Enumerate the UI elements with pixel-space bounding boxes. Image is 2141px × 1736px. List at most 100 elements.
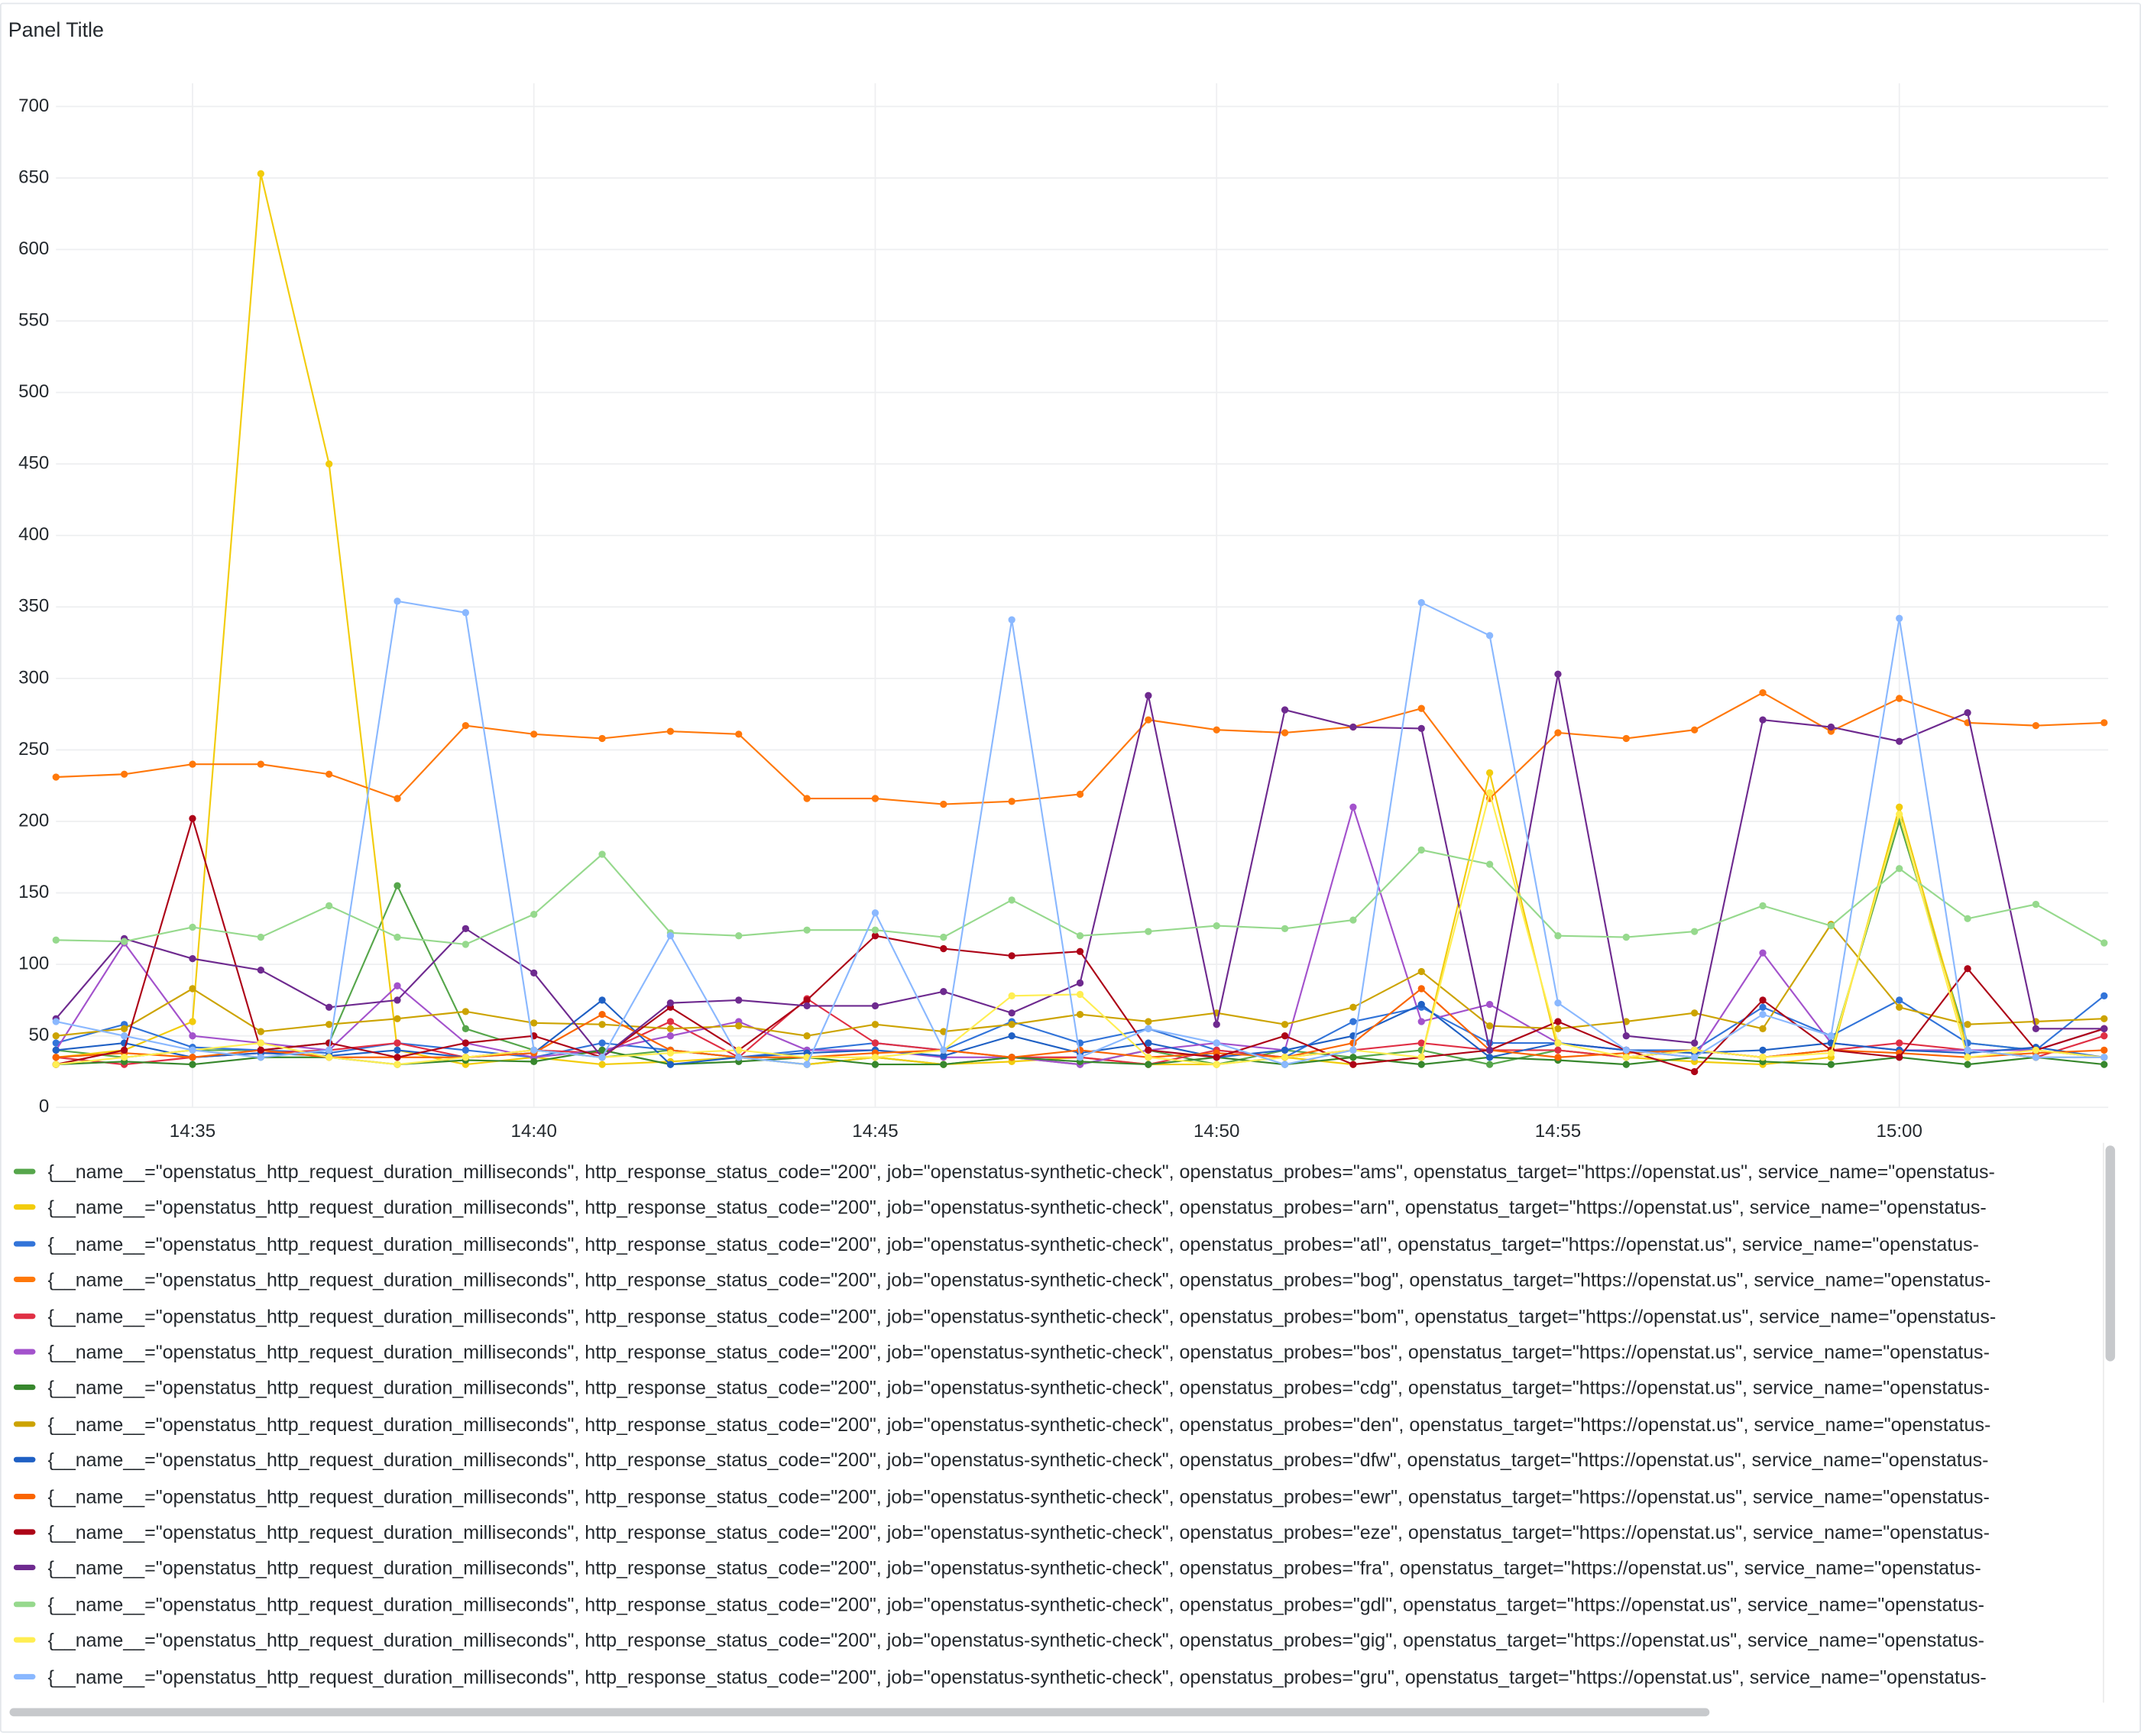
- data-point: [666, 1049, 675, 1057]
- vertical-scrollbar[interactable]: [2105, 1145, 2116, 1362]
- legend-swatch: [13, 1385, 36, 1391]
- data-point: [257, 1039, 264, 1047]
- data-point: [1964, 1061, 1971, 1068]
- legend-item[interactable]: {__name__="openstatus_http_request_durat…: [13, 1446, 2101, 1474]
- x-tick-label: 14:45: [852, 1121, 898, 1142]
- legend-label: {__name__="openstatus_http_request_durat…: [47, 1629, 1984, 1651]
- data-point: [1008, 1021, 1015, 1028]
- x-tick-label: 14:55: [1535, 1121, 1581, 1142]
- data-point: [189, 1032, 196, 1040]
- data-point: [1349, 803, 1357, 811]
- data-point: [1008, 1032, 1015, 1040]
- data-point: [1691, 928, 1699, 935]
- data-point: [394, 982, 401, 989]
- legend-swatch: [13, 1529, 36, 1535]
- legend-label: {__name__="openstatus_http_request_durat…: [47, 1593, 1984, 1615]
- data-point: [1554, 1039, 1562, 1047]
- legend-item[interactable]: {__name__="openstatus_http_request_durat…: [13, 1374, 2101, 1401]
- data-point: [462, 1046, 470, 1054]
- data-point: [1554, 670, 1562, 678]
- data-point: [1145, 928, 1152, 935]
- data-point: [1827, 921, 1835, 930]
- data-point: [52, 1054, 60, 1061]
- data-point: [666, 1025, 675, 1032]
- horizontal-scrollbar[interactable]: [9, 1708, 1710, 1717]
- legend-item[interactable]: {__name__="openstatus_http_request_durat…: [13, 1194, 2101, 1222]
- data-point: [1213, 1061, 1220, 1068]
- series-line: [56, 849, 2105, 946]
- data-point: [1622, 734, 1630, 743]
- data-point: [2032, 721, 2040, 730]
- data-point: [1964, 965, 1971, 973]
- legend-item[interactable]: {__name__="openstatus_http_request_durat…: [13, 1158, 2101, 1185]
- data-point: [1281, 729, 1289, 737]
- data-point: [598, 1010, 606, 1019]
- y-tick-label: 50: [29, 1025, 50, 1045]
- data-point: [735, 932, 743, 940]
- data-point: [1008, 992, 1015, 999]
- data-point: [1964, 1054, 1971, 1061]
- legend-label: {__name__="openstatus_http_request_durat…: [47, 1376, 1990, 1399]
- data-point: [1417, 704, 1425, 712]
- data-point: [1008, 798, 1015, 805]
- data-point: [2101, 1015, 2108, 1022]
- data-point: [462, 941, 470, 948]
- legend-item[interactable]: {__name__="openstatus_http_request_durat…: [13, 1590, 2101, 1618]
- data-point: [940, 800, 947, 808]
- legend-item[interactable]: {__name__="openstatus_http_request_durat…: [13, 1302, 2101, 1330]
- y-tick-label: 450: [18, 453, 49, 474]
- data-point: [1349, 916, 1357, 924]
- legend-item[interactable]: {__name__="openstatus_http_request_durat…: [13, 1518, 2101, 1546]
- legend-item[interactable]: {__name__="openstatus_http_request_durat…: [13, 1554, 2101, 1582]
- data-point: [1485, 860, 1494, 868]
- data-point: [1417, 1061, 1425, 1068]
- data-point: [1417, 1018, 1425, 1025]
- series-line: [56, 691, 2104, 805]
- y-tick-label: 700: [18, 96, 49, 116]
- data-point: [1213, 1054, 1220, 1061]
- data-point: [1759, 949, 1767, 957]
- data-point: [1896, 1054, 1903, 1061]
- legend-item[interactable]: {__name__="openstatus_http_request_durat…: [13, 1230, 2101, 1258]
- data-point: [940, 1046, 947, 1054]
- data-point: [120, 938, 128, 945]
- legend-item[interactable]: {__name__="openstatus_http_request_durat…: [13, 1338, 2101, 1365]
- legend-label: {__name__="openstatus_http_request_durat…: [47, 1268, 1991, 1291]
- data-point: [598, 850, 606, 858]
- data-point: [1281, 925, 1289, 932]
- legend-item[interactable]: {__name__="openstatus_http_request_durat…: [13, 1627, 2101, 1654]
- y-tick-label: 150: [18, 882, 49, 902]
- data-point: [326, 1021, 333, 1028]
- data-point: [2101, 1061, 2108, 1068]
- legend-item[interactable]: {__name__="openstatus_http_request_durat…: [13, 1663, 2101, 1690]
- data-point: [1349, 1046, 1357, 1054]
- y-tick-label: 500: [18, 381, 49, 402]
- data-point: [1622, 1061, 1630, 1068]
- series: [52, 846, 2108, 948]
- legend-label: {__name__="openstatus_http_request_durat…: [47, 1160, 1995, 1183]
- data-point: [189, 1061, 196, 1068]
- data-point: [1417, 846, 1425, 854]
- data-point: [257, 966, 264, 974]
- data-point: [1554, 1018, 1562, 1025]
- data-point: [666, 1061, 675, 1068]
- legend-item[interactable]: {__name__="openstatus_http_request_durat…: [13, 1266, 2101, 1294]
- legend-item[interactable]: {__name__="openstatus_http_request_durat…: [13, 1410, 2101, 1438]
- data-point: [189, 985, 196, 993]
- y-tick-label: 600: [18, 238, 49, 259]
- legend-swatch: [13, 1313, 36, 1319]
- data-point: [2032, 1054, 2040, 1061]
- data-point: [1896, 865, 1903, 873]
- data-point: [1759, 1046, 1767, 1054]
- legend-item[interactable]: {__name__="openstatus_http_request_durat…: [13, 1482, 2101, 1510]
- data-point: [1896, 1003, 1903, 1011]
- data-point: [394, 933, 401, 941]
- data-point: [462, 721, 470, 730]
- legend-swatch: [13, 1277, 36, 1283]
- data-point: [1145, 1018, 1152, 1025]
- data-point: [598, 1054, 606, 1061]
- data-point: [1145, 1039, 1152, 1047]
- legend-label: {__name__="openstatus_http_request_durat…: [47, 1485, 1990, 1508]
- data-point: [52, 1061, 60, 1068]
